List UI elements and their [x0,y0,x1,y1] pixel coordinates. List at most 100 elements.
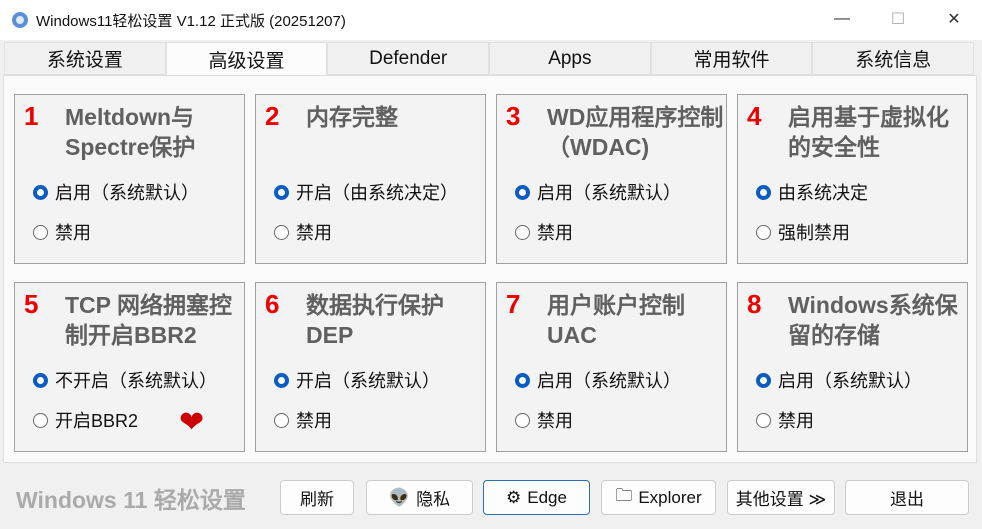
card-number: 2 [265,101,280,131]
radio-button[interactable] [33,224,48,240]
more-settings-button[interactable]: 其他设置 ≫ [727,480,835,515]
card-number: 6 [265,289,280,319]
option-label: 禁用 [296,411,332,431]
radio-option[interactable]: 禁用 [33,219,91,245]
radio-button[interactable] [756,372,771,388]
option-label: 启用（系统默认） [55,183,199,203]
radio-button[interactable] [274,372,289,388]
advanced-settings-panel: 1 Meltdown与Spectre保护 启用（系统默认） 禁用 2 内存完整 开启（由… [3,75,977,463]
option-label: 开启（由系统决定） [296,183,458,203]
radio-option[interactable]: 强制禁用 [756,219,850,245]
tab-2[interactable]: Defender [327,42,490,75]
minimize-button[interactable]: — [834,10,850,27]
card-title: Meltdown与Spectre保护 [65,104,196,160]
radio-option[interactable]: 开启BBR2 [33,407,138,433]
option-label: 禁用 [296,223,332,243]
option-label: 禁用 [537,411,573,431]
heart-icon: ❤ [179,406,205,439]
option-label: 由系统决定 [778,183,868,203]
setting-card-4: 4 启用基于虚拟化的安全性由系统决定强制禁用 [737,94,968,264]
folder-icon: 🗀 [615,486,633,505]
radio-option[interactable]: 启用（系统默认） [756,367,922,393]
tab-bar: 系统设置 高级设置 Defender Apps 常用软件 系统信息 [4,42,975,75]
radio-option[interactable]: 禁用 [515,407,573,433]
option-label: 开启（系统默认） [296,371,440,391]
radio-option[interactable]: 不开启（系统默认） [33,367,217,393]
radio-button[interactable] [756,184,771,200]
edge-button[interactable]: ⚙ Edge [483,480,590,515]
app-gear-icon [12,12,28,28]
radio-option[interactable]: 开启（系统默认） [274,367,440,393]
card-number: 3 [506,101,521,131]
maximize-button[interactable]: ☐ [890,11,906,28]
card-title: 启用基于虚拟化的安全性 [788,104,949,160]
option-label: 开启BBR2 [55,411,139,431]
radio-button[interactable] [515,224,530,240]
radio-button[interactable] [756,224,771,240]
option-label: 强制禁用 [778,223,850,243]
setting-card-8: 8 Windows系统保留的存储 启用（系统默认） 禁用 [737,282,968,452]
radio-button[interactable] [515,372,530,388]
exit-label: 退出 [890,490,924,509]
card-title: Windows系统保留的存储 [788,292,958,348]
alien-icon: 👽 [388,487,411,507]
tab-5[interactable]: 系统信息 [812,42,975,75]
card-number: 4 [747,101,762,131]
card-number: 1 [24,101,39,131]
radio-option[interactable]: 禁用 [756,407,814,433]
option-label: 启用（系统默认） [537,183,681,203]
setting-card-2: 2 内存完整开启（由系统决定） 禁用 [255,94,486,264]
setting-card-7: 7 用户账户控制UAC 启用（系统默认） 禁用 [496,282,727,452]
radio-option[interactable]: 启用（系统默认） [33,179,199,205]
radio-option[interactable]: 禁用 [274,407,332,433]
explorer-label: Explorer [638,487,702,507]
gear-icon: ⚙ [506,487,522,507]
radio-button[interactable] [33,412,48,428]
option-label: 禁用 [537,223,573,243]
exit-button[interactable]: 退出 [845,480,969,515]
option-label: 禁用 [778,411,814,431]
radio-option[interactable]: 禁用 [274,219,332,245]
card-title: 内存完整 [306,104,398,130]
refresh-label: 刷新 [300,490,334,509]
setting-card-1: 1 Meltdown与Spectre保护启用（系统默认） 禁用 [14,94,245,264]
radio-option[interactable]: 启用（系统默认） [515,179,681,205]
tab-1[interactable]: 高级设置 [165,42,328,75]
radio-option[interactable]: 启用（系统默认） [515,367,681,393]
card-title: 数据执行保护DEP [306,292,444,348]
brand-label: Windows 11 轻松设置 [16,487,246,513]
radio-button[interactable] [274,184,289,200]
privacy-label: 隐私 [416,490,451,509]
radio-button[interactable] [33,372,48,388]
tab-0[interactable]: 系统设置 [4,42,166,75]
radio-option[interactable]: 开启（由系统决定） [274,179,458,205]
edge-label: Edge [527,487,567,507]
radio-option[interactable]: 禁用 [515,219,573,245]
option-label: 不开启（系统默认） [55,371,217,391]
option-label: 启用（系统默认） [537,371,681,391]
more-settings-label: 其他设置 ≫ [735,490,827,509]
card-title: TCP 网络拥塞控制开启BBR2 [65,292,232,348]
setting-card-5: 5 TCP 网络拥塞控制开启BBR2 不开启（系统默认） 开启BBR2 ❤ [14,282,245,452]
refresh-button[interactable]: 刷新 [280,480,354,515]
radio-button[interactable] [274,224,289,240]
tab-4[interactable]: 常用软件 [650,42,813,75]
radio-button[interactable] [33,184,48,200]
card-title: WD应用程序控制（WDAC) [547,104,724,160]
footer: Windows 11 轻松设置 刷新 👽 隐私 ⚙ Edge 🗀 Explorer 其… [0,463,982,529]
card-title: 用户账户控制UAC [547,292,685,348]
radio-option[interactable]: 由系统决定 [756,179,868,205]
card-number: 5 [24,289,39,319]
explorer-button[interactable]: 🗀 Explorer [601,480,716,515]
privacy-button[interactable]: 👽 隐私 [366,480,473,515]
radio-button[interactable] [274,412,289,428]
setting-card-3: 3 WD应用程序控制（WDAC) 启用（系统默认） 禁用 [496,94,727,264]
setting-card-6: 6 数据执行保护DEP 开启（系统默认） 禁用 [255,282,486,452]
radio-button[interactable] [515,412,530,428]
card-number: 7 [506,289,521,319]
close-button[interactable]: ✕ [947,11,961,28]
radio-button[interactable] [756,412,771,428]
window-title: Windows11轻松设置 V1.12 正式版 (20251207) [36,12,346,30]
tab-3[interactable]: Apps [489,42,651,75]
radio-button[interactable] [515,184,530,200]
